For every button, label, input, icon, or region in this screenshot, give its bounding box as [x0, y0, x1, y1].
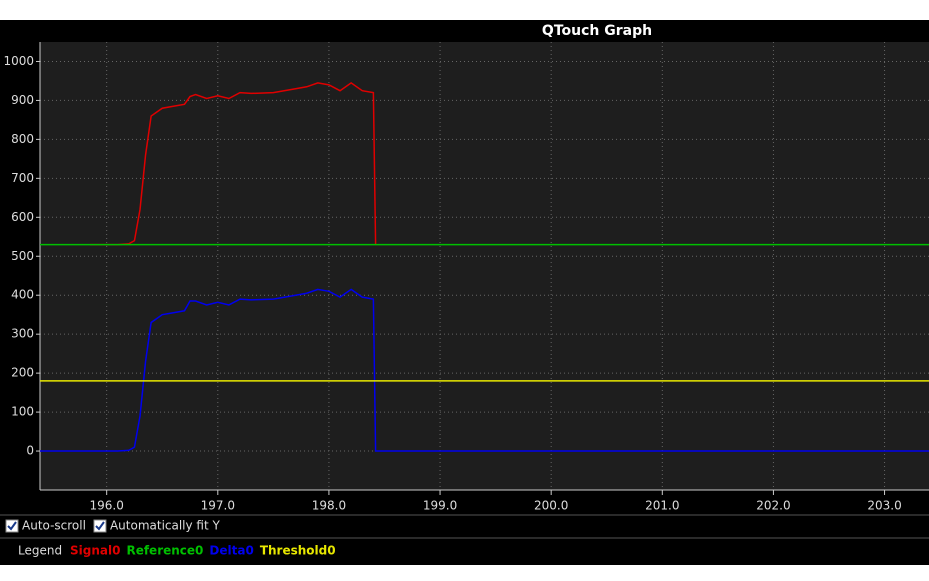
y-tick-label: 700: [11, 171, 34, 185]
legend-label: Legend: [18, 544, 62, 558]
legend-entry: Delta0: [209, 544, 253, 558]
x-tick-label: 201.0: [645, 499, 679, 513]
legend-entry: Threshold0: [260, 544, 336, 558]
legend-entry: Signal0: [70, 544, 120, 558]
legend-entry: Reference0: [126, 544, 203, 558]
x-tick-label: 196.0: [89, 499, 123, 513]
y-tick-label: 600: [11, 210, 34, 224]
checkbox-label[interactable]: Auto-scroll: [22, 519, 86, 533]
y-tick-label: 500: [11, 249, 34, 263]
series-line: [90, 81, 377, 246]
checkbox-label[interactable]: Automatically fit Y: [110, 519, 221, 533]
series-line: [40, 288, 929, 452]
x-tick-label: 203.0: [867, 499, 901, 513]
plot-area: [40, 42, 929, 490]
chart-title: QTouch Graph: [542, 23, 652, 39]
checkmark: [95, 521, 105, 531]
x-tick-label: 198.0: [312, 499, 346, 513]
y-tick-label: 900: [11, 93, 34, 107]
y-tick-label: 0: [26, 444, 34, 458]
x-tick-label: 200.0: [534, 499, 568, 513]
checkmark: [7, 521, 17, 531]
x-tick-label: 197.0: [201, 499, 235, 513]
x-tick-label: 199.0: [423, 499, 457, 513]
y-tick-label: 1000: [3, 54, 34, 68]
y-tick-label: 400: [11, 288, 34, 302]
y-tick-label: 100: [11, 405, 34, 419]
y-tick-label: 800: [11, 132, 34, 146]
x-tick-label: 202.0: [756, 499, 790, 513]
y-tick-label: 300: [11, 327, 34, 341]
y-tick-label: 200: [11, 366, 34, 380]
